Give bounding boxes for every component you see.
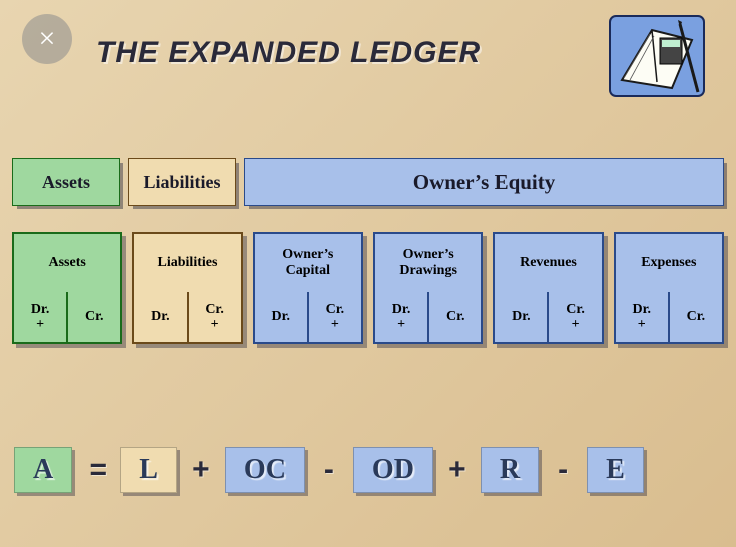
credit-cell: Cr. + [549,292,601,342]
debit-cell: Dr. + [616,292,670,342]
dr-label: Dr. [392,302,411,317]
cr-plus: + [572,317,580,332]
eq-term-a: A [14,447,72,493]
dr-plus: + [36,317,44,332]
eq-term-l: L [120,447,177,493]
taccount-row: Assets Dr. + Cr. Liabilities Dr. Cr. + [12,232,724,344]
ledger-clipart-icon [602,10,712,105]
credit-cell: Cr. [68,292,120,342]
cr-label: Cr. [687,309,706,324]
credit-cell: Cr. [429,292,481,342]
equation-row: A = L + OC - OD + R - E [14,447,722,493]
taccount-body: Dr. Cr. + [495,292,601,342]
dr-label: Dr. [271,309,290,324]
taccount-owners-capital: Owner’s Capital Dr. Cr. + [253,232,363,344]
taccount-body: Dr. + Cr. [616,292,722,342]
debit-cell: Dr. + [375,292,429,342]
cr-label: Cr. [446,309,465,324]
debit-cell: Dr. [255,292,309,342]
debit-cell: Dr. [134,292,188,342]
taccount-expenses: Expenses Dr. + Cr. [614,232,724,344]
close-glyph: × [39,24,56,54]
dr-label: Dr. [151,309,170,324]
taccount-head: Expenses [616,234,722,292]
debit-cell: Dr. [495,292,549,342]
cr-label: Cr. [326,302,345,317]
eq-term-r: R [481,447,539,493]
page-title: THE EXPANDED LEDGER [96,36,481,70]
taccount-revenues: Revenues Dr. Cr. + [493,232,603,344]
category-row: Assets Liabilities Owner’s Equity [12,158,724,206]
taccount-head: Owner’s Capital [255,234,361,292]
taccount-head: Revenues [495,234,601,292]
category-assets: Assets [12,158,120,206]
credit-cell: Cr. [670,292,722,342]
eq-op-plus: + [445,453,469,487]
eq-op-minus: - [317,453,341,487]
close-icon[interactable]: × [22,14,72,64]
cr-label: Cr. [566,302,585,317]
eq-op-minus: - [551,453,575,487]
eq-term-oc: OC [225,447,305,493]
credit-cell: Cr. + [309,292,361,342]
taccount-liabilities: Liabilities Dr. Cr. + [132,232,242,344]
taccount-head: Owner’s Drawings [375,234,481,292]
taccount-body: Dr. Cr. + [134,292,240,342]
cr-plus: + [211,317,219,332]
taccount-body: Dr. + Cr. [14,292,120,342]
dr-label: Dr. [632,302,651,317]
taccount-owners-drawings: Owner’s Drawings Dr. + Cr. [373,232,483,344]
eq-op-equals: = [84,453,108,487]
taccount-body: Dr. + Cr. [375,292,481,342]
debit-cell: Dr. + [14,292,68,342]
taccount-assets: Assets Dr. + Cr. [12,232,122,344]
taccount-head: Assets [14,234,120,292]
cr-label: Cr. [205,302,224,317]
category-owners-equity: Owner’s Equity [244,158,724,206]
eq-op-plus: + [189,453,213,487]
dr-label: Dr. [31,302,50,317]
cr-label: Cr. [85,309,104,324]
dr-label: Dr. [512,309,531,324]
dr-plus: + [397,317,405,332]
dr-plus: + [638,317,646,332]
category-liabilities: Liabilities [128,158,236,206]
taccount-body: Dr. Cr. + [255,292,361,342]
credit-cell: Cr. + [189,292,241,342]
cr-plus: + [331,317,339,332]
eq-term-e: E [587,447,644,493]
taccount-head: Liabilities [134,234,240,292]
eq-term-od: OD [353,447,433,493]
